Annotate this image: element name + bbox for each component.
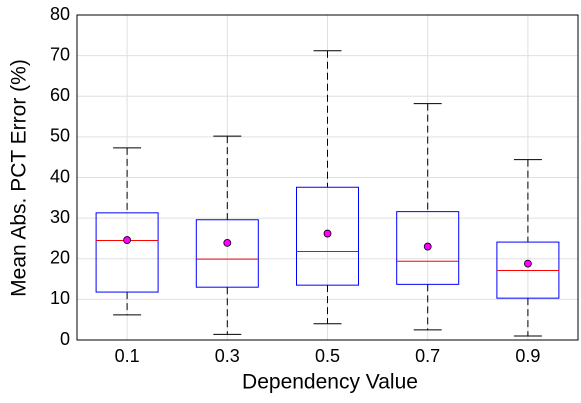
box: [95, 212, 159, 293]
mean-marker: [223, 239, 232, 247]
y-tick-label: 70: [50, 44, 70, 64]
y-tick-label: 30: [50, 207, 70, 227]
x-tick-label: 0.7: [415, 346, 440, 366]
x-tick-label: 0.9: [515, 346, 540, 366]
mean-marker: [423, 242, 432, 251]
y-tick-label: 10: [50, 288, 70, 308]
x-tick-label: 0.5: [315, 346, 340, 366]
y-axis-label: Mean Abs. PCT Error (%): [8, 59, 31, 297]
y-tick-label: 50: [50, 126, 70, 146]
y-tick-label: 60: [50, 85, 70, 105]
box: [195, 219, 259, 288]
x-tick-label: 0.1: [115, 346, 140, 366]
mean-marker: [524, 259, 532, 268]
box: [296, 186, 359, 286]
x-axis-label: Dependency Value: [242, 371, 418, 394]
mean-marker: [123, 236, 131, 244]
y-tick-label: 20: [50, 248, 70, 268]
x-tick-label: 0.3: [215, 346, 240, 366]
y-tick-label: 0: [60, 329, 70, 349]
y-tick-label: 40: [50, 166, 70, 186]
plot-frame: [76, 14, 579, 341]
y-tick-label: 80: [50, 4, 70, 24]
box: [396, 211, 460, 285]
mean-marker: [323, 229, 332, 238]
